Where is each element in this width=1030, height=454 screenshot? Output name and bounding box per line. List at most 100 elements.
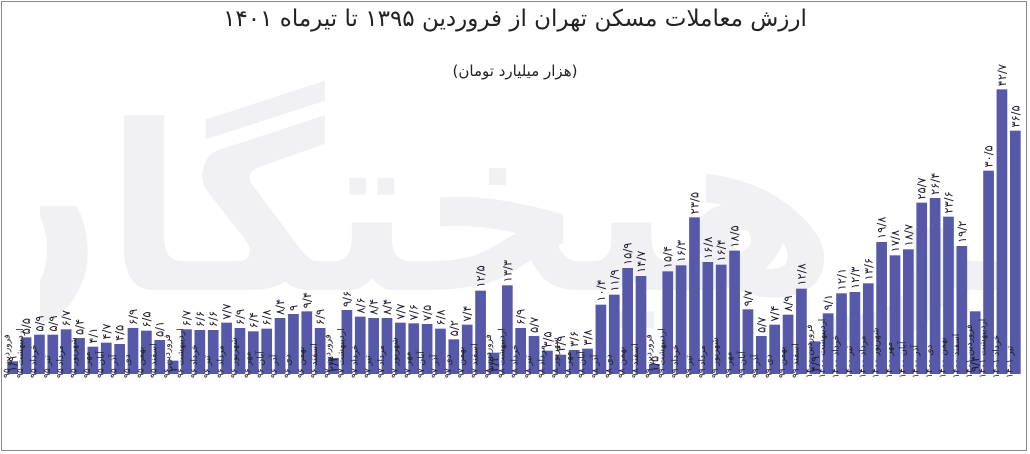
category-tick-label: اسفند ۹۹ — [791, 343, 801, 378]
category-tick-label: فروردین ۹۸ — [484, 334, 494, 378]
value-label: ۱۱/۹ — [607, 269, 621, 291]
category-tick-label: مرداد ۹۷ — [377, 345, 387, 378]
bar — [381, 318, 393, 374]
category-tick-label: اردیبهشت ۹۷ — [337, 328, 347, 378]
value-label: ۱۳/۳ — [500, 260, 514, 282]
value-label: ۷/۶ — [407, 304, 421, 320]
value-label: ۳۶/۵ — [1008, 105, 1022, 127]
category-tick-label: شهریور ۹۷ — [390, 337, 400, 378]
bar — [742, 309, 754, 374]
value-label: ۹/۶ — [340, 291, 354, 307]
bar — [689, 217, 700, 374]
bar — [247, 331, 259, 374]
value-label: ۷/۷ — [393, 303, 407, 319]
bar — [288, 314, 299, 374]
category-tick-label: آبان ۹۵ — [94, 351, 106, 378]
category-tick-label: آبان ۹۹ — [736, 351, 748, 378]
bar — [542, 350, 553, 374]
category-tick-label: تیر ۱۴۰۱ — [1005, 345, 1015, 378]
value-label: ۱۲/۸ — [794, 263, 808, 285]
bar — [328, 358, 339, 374]
bar — [715, 264, 727, 374]
bar — [341, 310, 353, 374]
category-tick-label: تیر ۹۷ — [364, 355, 374, 378]
value-label: ۲/۹ — [554, 335, 568, 351]
category-tick-label: شهریور ۹۸ — [551, 337, 561, 378]
value-label: ۱۶/۳ — [674, 240, 688, 262]
value-label: ۱۲/۳ — [848, 267, 862, 289]
bar — [408, 323, 420, 374]
category-tick-label: خرداد ۹۸ — [511, 344, 521, 378]
value-label: ۵/۹ — [32, 315, 46, 331]
category-tick-label: تیر ۱۴۰۰ — [845, 345, 855, 378]
bar — [903, 249, 914, 374]
value-label: ۸/۹ — [781, 295, 795, 311]
category-tick-label: خرداد ۹۶ — [190, 344, 200, 378]
value-label: ۲ — [166, 366, 180, 372]
category-tick-label: مرداد ۹۹ — [698, 345, 708, 378]
category-tick-label: تیر ۹۵ — [43, 355, 53, 378]
bar — [7, 361, 19, 374]
category-tick-label: خرداد ۹۵ — [29, 344, 39, 378]
category-tick-label: اردیبهشت ۹۸ — [497, 328, 507, 378]
chart-subtitle: (هزار میلیارد تومان) — [452, 62, 578, 80]
value-label: ۶/۸ — [260, 309, 274, 325]
value-label: ۲۶/۴ — [928, 173, 942, 195]
bar — [862, 283, 874, 374]
bar — [234, 328, 246, 374]
value-label: ۱۵/۴ — [661, 246, 675, 268]
category-tick-label: خرداد ۱۴۰۰ — [832, 335, 842, 378]
value-label: ۱۹/۲ — [955, 221, 969, 243]
value-label: ۵/۷ — [527, 317, 541, 333]
bar — [194, 330, 206, 374]
value-label: ۶/۵ — [139, 311, 153, 327]
bar — [207, 330, 219, 374]
bar — [181, 329, 192, 374]
bar — [675, 265, 687, 374]
category-tick-label: تیر ۹۹ — [684, 355, 694, 378]
bar — [167, 360, 179, 374]
value-label: ۵/۲ — [447, 320, 461, 336]
category-tick-label: مهر ۹۹ — [725, 351, 735, 378]
bar — [822, 313, 834, 374]
value-label: ۱۵/۹ — [621, 243, 635, 265]
category-tick-label: مهر ۹۵ — [83, 351, 93, 378]
category-tick-label: بهمن ۹۵ — [136, 347, 146, 378]
bar — [421, 324, 433, 374]
bar — [74, 338, 85, 374]
category-tick-label: خرداد ۱۴۰۱ — [992, 335, 1002, 378]
value-label: ۵/۹ — [46, 315, 60, 331]
value-label: ۶/۷ — [59, 310, 73, 326]
category-tick-label: اسفند ۹۶ — [310, 343, 320, 378]
bar — [956, 246, 968, 374]
bar — [916, 202, 928, 374]
bar — [528, 336, 540, 374]
category-tick-label: اردیبهشت ۹۹ — [658, 328, 668, 378]
bar — [662, 271, 674, 374]
bar — [60, 329, 72, 374]
bar — [782, 314, 794, 374]
bar — [301, 311, 313, 374]
bar — [996, 89, 1008, 374]
bar — [501, 285, 513, 374]
value-label: ۵/۱ — [153, 321, 167, 337]
chart-title: ارزش معاملات مسکن تهران از فروردین ۱۳۹۵ … — [223, 6, 807, 32]
category-tick-label: اردیبهشت ۹۵ — [16, 328, 26, 378]
value-label: ۸/۶ — [353, 297, 367, 313]
category-tick-label: بهمن ۹۹ — [778, 347, 788, 378]
bar — [649, 364, 660, 374]
category-tick-label: مرداد ۹۸ — [537, 345, 547, 378]
bar — [395, 322, 406, 374]
bar — [435, 328, 446, 374]
value-label: ۶/۹ — [233, 309, 247, 325]
category-tick-label: اسفند ۹۵ — [150, 343, 160, 378]
bar — [876, 242, 887, 374]
value-label: ۴۲/۷ — [995, 64, 1009, 86]
category-tick-label: آبان ۹۷ — [415, 351, 427, 378]
category-tick-label: فروردین ۹۵ — [3, 334, 13, 378]
category-tick-label: اسفند ۹۷ — [471, 343, 481, 378]
value-label: ۲۳/۵ — [687, 192, 701, 214]
value-label: ۱/۹ — [6, 356, 20, 372]
value-label: ۳/۶ — [567, 331, 581, 347]
